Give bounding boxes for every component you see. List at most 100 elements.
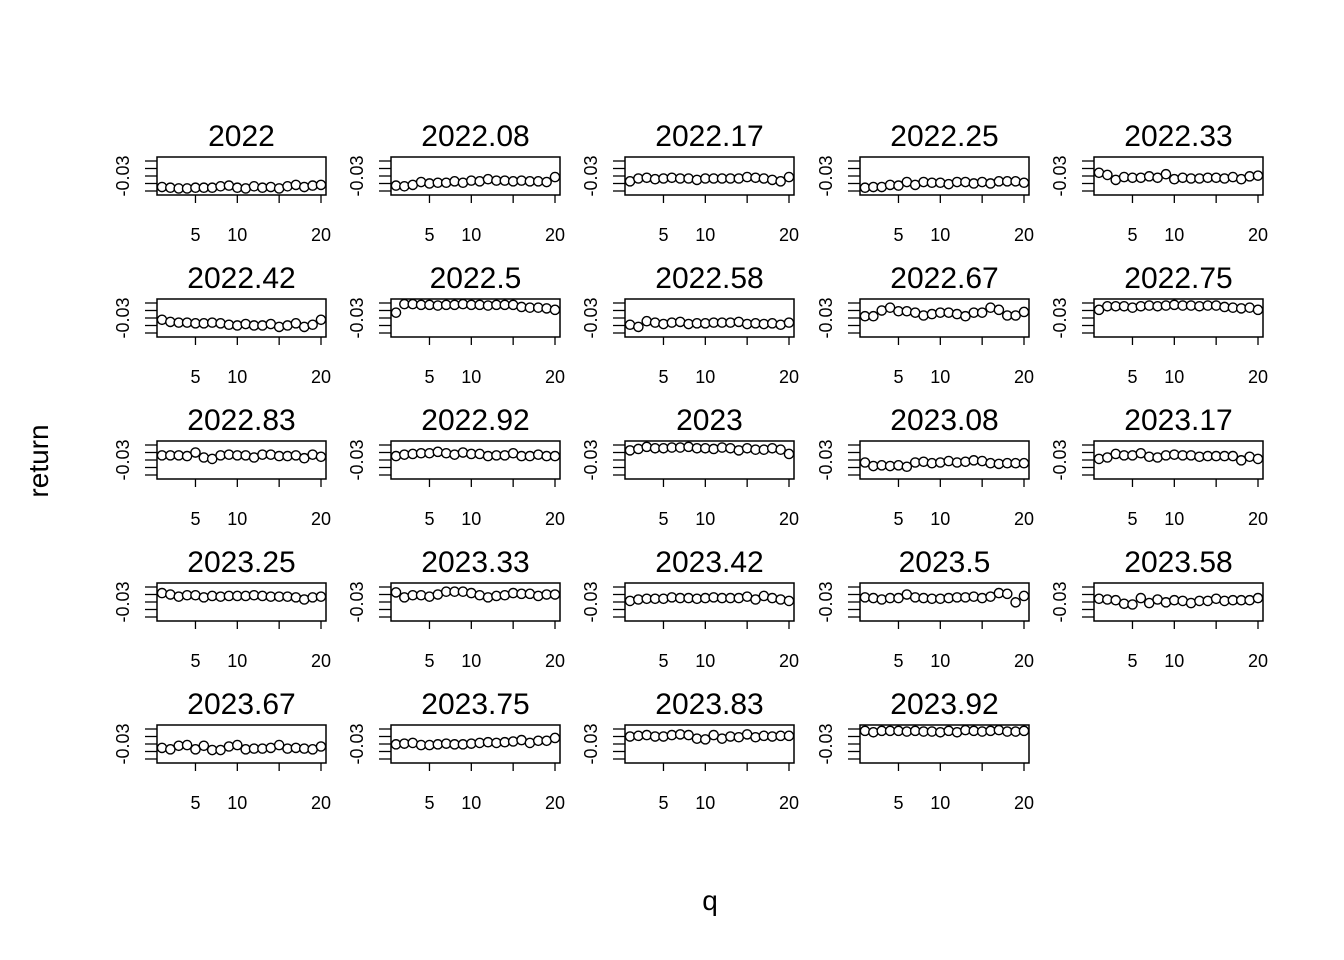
data-point xyxy=(390,587,402,598)
x-tick-label: 20 xyxy=(1014,651,1034,671)
panel-title: 2022.58 xyxy=(655,262,763,295)
panel-title: 2023.67 xyxy=(187,688,295,721)
data-point xyxy=(432,446,444,458)
data-point xyxy=(156,742,168,754)
data-point xyxy=(683,173,694,184)
x-tick-label: 5 xyxy=(424,793,434,813)
data-point xyxy=(232,739,243,751)
x-tick-label: 20 xyxy=(311,367,331,387)
y-tick-label: -0.03 xyxy=(1050,297,1070,338)
x-tick-label: 5 xyxy=(190,509,200,529)
data-point xyxy=(649,317,661,328)
data-point xyxy=(641,315,653,327)
data-point xyxy=(1118,300,1130,312)
data-point xyxy=(1135,592,1147,604)
data-point xyxy=(633,321,644,333)
x-tick-label: 20 xyxy=(545,509,565,529)
y-tick-label: -0.03 xyxy=(347,723,367,764)
x-tick-label: 10 xyxy=(695,225,715,245)
y-tick-label: -0.03 xyxy=(816,723,836,764)
panel-title: 2023.92 xyxy=(890,688,998,721)
x-tick-label: 5 xyxy=(424,651,434,671)
x-tick-label: 5 xyxy=(424,367,434,387)
x-tick-label: 10 xyxy=(227,509,247,529)
panel: 2023.75 -0.03 5 10 20 xyxy=(347,688,565,813)
data-point xyxy=(766,318,778,329)
data-point xyxy=(1102,169,1113,181)
data-point xyxy=(232,320,243,331)
y-tick-label: -0.03 xyxy=(113,439,133,480)
data-point xyxy=(868,310,879,322)
data-point xyxy=(1018,306,1030,318)
data-point xyxy=(173,591,185,602)
data-point xyxy=(960,176,971,188)
data-point xyxy=(1010,597,1021,608)
data-point xyxy=(750,731,761,743)
x-tick-label: 10 xyxy=(461,793,481,813)
data-point xyxy=(549,450,561,462)
y-tick-label: -0.03 xyxy=(581,297,601,338)
panel-title: 2023.25 xyxy=(187,546,295,579)
panel-title: 2022.92 xyxy=(421,404,529,437)
x-tick-label: 5 xyxy=(190,793,200,813)
data-point xyxy=(960,456,971,468)
x-tick-label: 5 xyxy=(658,509,668,529)
data-point xyxy=(190,447,201,458)
panel: 2023.33 -0.03 5 10 20 xyxy=(347,546,565,671)
panel: 2022.33 -0.03 5 10 20 xyxy=(1050,120,1268,245)
panel-title: 2023.75 xyxy=(421,688,529,721)
x-tick-label: 5 xyxy=(1127,651,1137,671)
data-point xyxy=(482,592,494,603)
panel-title: 2022.33 xyxy=(1124,120,1232,153)
x-tick-label: 10 xyxy=(930,793,950,813)
panel-title: 2023.17 xyxy=(1124,404,1232,437)
data-point xyxy=(1018,177,1030,189)
panel: 2023 -0.03 5 10 20 xyxy=(581,404,799,529)
y-tick-label: -0.03 xyxy=(581,155,601,196)
data-point xyxy=(315,179,327,191)
data-point xyxy=(1110,448,1122,460)
x-tick-label: 5 xyxy=(1127,509,1137,529)
x-tick-label: 10 xyxy=(461,509,481,529)
x-tick-label: 20 xyxy=(779,367,799,387)
x-tick-label: 20 xyxy=(1248,367,1268,387)
panel: 2023.58 -0.03 5 10 20 xyxy=(1050,546,1268,671)
data-point xyxy=(198,740,210,752)
data-point xyxy=(691,174,703,186)
data-point xyxy=(901,305,913,317)
data-point xyxy=(541,303,552,314)
x-tick-label: 5 xyxy=(658,651,668,671)
y-tick-label: -0.03 xyxy=(816,439,836,480)
data-point xyxy=(1227,450,1239,462)
data-point xyxy=(708,443,719,455)
data-point xyxy=(315,314,327,326)
data-point xyxy=(783,171,795,183)
x-tick-label: 10 xyxy=(930,225,950,245)
data-point xyxy=(390,450,402,462)
x-tick-label: 10 xyxy=(227,367,247,387)
data-point xyxy=(248,181,260,192)
data-point xyxy=(758,444,770,455)
x-tick-label: 10 xyxy=(461,651,481,671)
data-point xyxy=(758,173,770,184)
data-point xyxy=(532,449,544,460)
panel: 2022.08 -0.03 5 10 20 xyxy=(347,120,565,245)
panel-frame xyxy=(624,724,795,764)
panel: 2023.5 -0.03 5 10 20 xyxy=(816,546,1034,671)
data-point xyxy=(298,181,310,193)
panel: 2022.58 -0.03 5 10 20 xyxy=(581,262,799,387)
y-tick-label: -0.03 xyxy=(1050,439,1070,480)
x-tick-label: 20 xyxy=(311,225,331,245)
data-point xyxy=(700,734,711,745)
x-tick-label: 10 xyxy=(1164,651,1184,671)
data-point xyxy=(1252,170,1264,181)
x-tick-label: 5 xyxy=(658,793,668,813)
data-point xyxy=(265,181,277,193)
data-point xyxy=(901,461,913,473)
data-point xyxy=(181,739,193,751)
data-point xyxy=(482,173,494,185)
panel-title: 2022.75 xyxy=(1124,262,1232,295)
data-point xyxy=(976,592,988,604)
panel-title: 2023.58 xyxy=(1124,546,1232,579)
data-point xyxy=(935,457,946,468)
